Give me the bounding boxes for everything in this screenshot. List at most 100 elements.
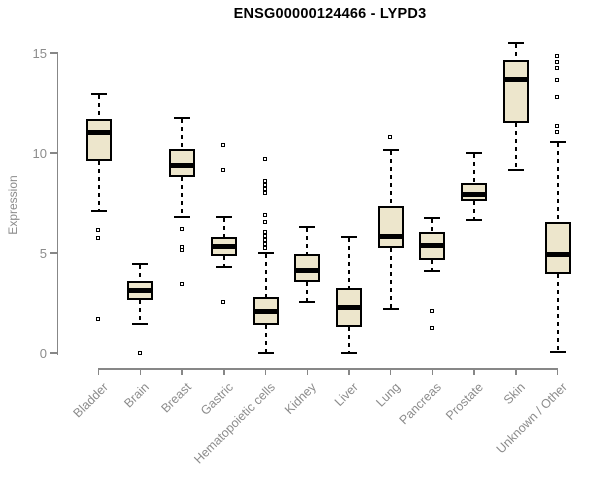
x-axis-tick [348,368,350,375]
outlier-point-hematopoietic-cells [263,229,268,234]
lower-whisker-breast [181,177,184,216]
y-axis-tick [50,152,58,154]
outlier-point-brain [137,350,142,355]
chart-title: ENSG00000124466 - LYPD3 [233,6,427,22]
upper-whisker-cap-gastric [215,216,232,218]
upper-whisker-cap-pancreas [424,217,441,219]
x-axis-tick [431,368,434,375]
upper-whisker-cap-prostate [466,152,483,154]
outlier-point-bladder [96,235,101,240]
outlier-point-unknown-other [555,53,560,58]
outlier-point-hematopoietic-cells [263,186,268,191]
x-axis-category-label: Gastric [197,380,236,418]
upper-whisker-gastric [222,218,225,237]
outlier-point-unknown-other [555,59,560,64]
upper-whisker-cap-skin [507,42,524,44]
upper-whisker-unknown-other [556,143,559,222]
outlier-point-unknown-other [555,77,560,82]
upper-whisker-hematopoietic-cells [264,254,267,297]
outlier-point-gastric [221,299,226,304]
median-breast [169,162,196,168]
y-axis-tick [50,352,58,354]
lower-whisker-kidney [306,282,309,301]
lower-whisker-lung [389,248,392,308]
outlier-point-breast [179,247,184,252]
lower-whisker-gastric [222,256,225,266]
upper-whisker-cap-hematopoietic-cells [257,252,274,254]
outlier-point-unknown-other [555,129,560,134]
x-axis-category-label: Skin [500,380,528,408]
x-axis-tick [181,368,183,375]
x-axis-tick [556,368,559,375]
outlier-point-pancreas [429,325,434,330]
upper-whisker-liver [347,238,350,288]
median-prostate [461,191,488,197]
upper-whisker-cap-bladder [90,93,107,95]
box-lung [377,206,404,248]
outlier-point-hematopoietic-cells [263,182,268,187]
x-axis-tick [223,368,225,375]
lower-whisker-liver [347,327,350,352]
outlier-point-pancreas [429,308,434,313]
lower-whisker-cap-prostate [466,219,483,221]
outlier-point-gastric [221,142,226,147]
outlier-point-hematopoietic-cells [263,219,268,224]
y-axis-tick-label: 0 [39,345,47,361]
upper-whisker-kidney [306,228,309,254]
median-gastric [210,243,237,249]
lower-whisker-cap-pancreas [424,270,441,272]
lower-whisker-cap-unknown-other [549,351,566,353]
x-axis-tick [139,368,142,375]
x-axis-tick [306,368,308,375]
upper-whisker-bladder [97,95,100,119]
outlier-point-bladder [96,316,101,321]
x-axis-tick [264,368,267,375]
lower-whisker-cap-liver [340,352,357,354]
upper-whisker-cap-kidney [299,226,316,228]
median-brain [127,287,154,293]
outlier-point-unknown-other [555,94,560,99]
lower-whisker-cap-lung [382,308,399,310]
lower-whisker-pancreas [431,260,434,270]
upper-whisker-cap-brain [132,263,149,265]
y-axis-tick [50,52,58,54]
lower-whisker-cap-gastric [215,266,232,268]
outlier-point-hematopoietic-cells [263,245,268,250]
median-liver [335,304,362,310]
x-axis-line [97,368,559,370]
outlier-point-hematopoietic-cells [263,190,268,195]
x-axis-category-label: Bladder [70,380,111,421]
outlier-point-breast [179,226,184,231]
upper-whisker-breast [181,119,184,149]
x-axis-category-label: Pancreas [397,380,445,428]
lower-whisker-cap-skin [507,169,524,171]
upper-whisker-skin [514,44,517,60]
median-lung [377,233,404,239]
lower-whisker-cap-kidney [299,301,316,303]
y-axis-label: Expression [6,175,20,235]
y-axis-tick [50,252,58,254]
median-pancreas [419,242,446,248]
y-axis-tick-label: 10 [32,145,47,161]
lower-whisker-cap-brain [132,323,149,325]
y-axis-tick-label: 5 [39,245,47,261]
y-axis-line [56,53,58,355]
x-axis-category-label: Liver [331,380,361,410]
outlier-point-bladder [96,227,101,232]
x-axis-tick [389,368,392,375]
x-axis-category-label: Kidney [282,380,320,417]
y-axis-tick-label: 15 [32,45,47,61]
x-axis-tick [515,368,517,375]
lower-whisker-cap-hematopoietic-cells [257,352,274,354]
x-axis-tick [473,368,475,375]
upper-whisker-lung [389,151,392,206]
lower-whisker-unknown-other [556,274,559,351]
lower-whisker-cap-breast [174,216,191,218]
upper-whisker-brain [139,265,142,281]
box-unknown-other [544,222,571,274]
median-hematopoietic-cells [252,308,279,314]
box-skin [502,60,529,123]
lower-whisker-prostate [473,201,476,219]
upper-whisker-pancreas [431,219,434,232]
